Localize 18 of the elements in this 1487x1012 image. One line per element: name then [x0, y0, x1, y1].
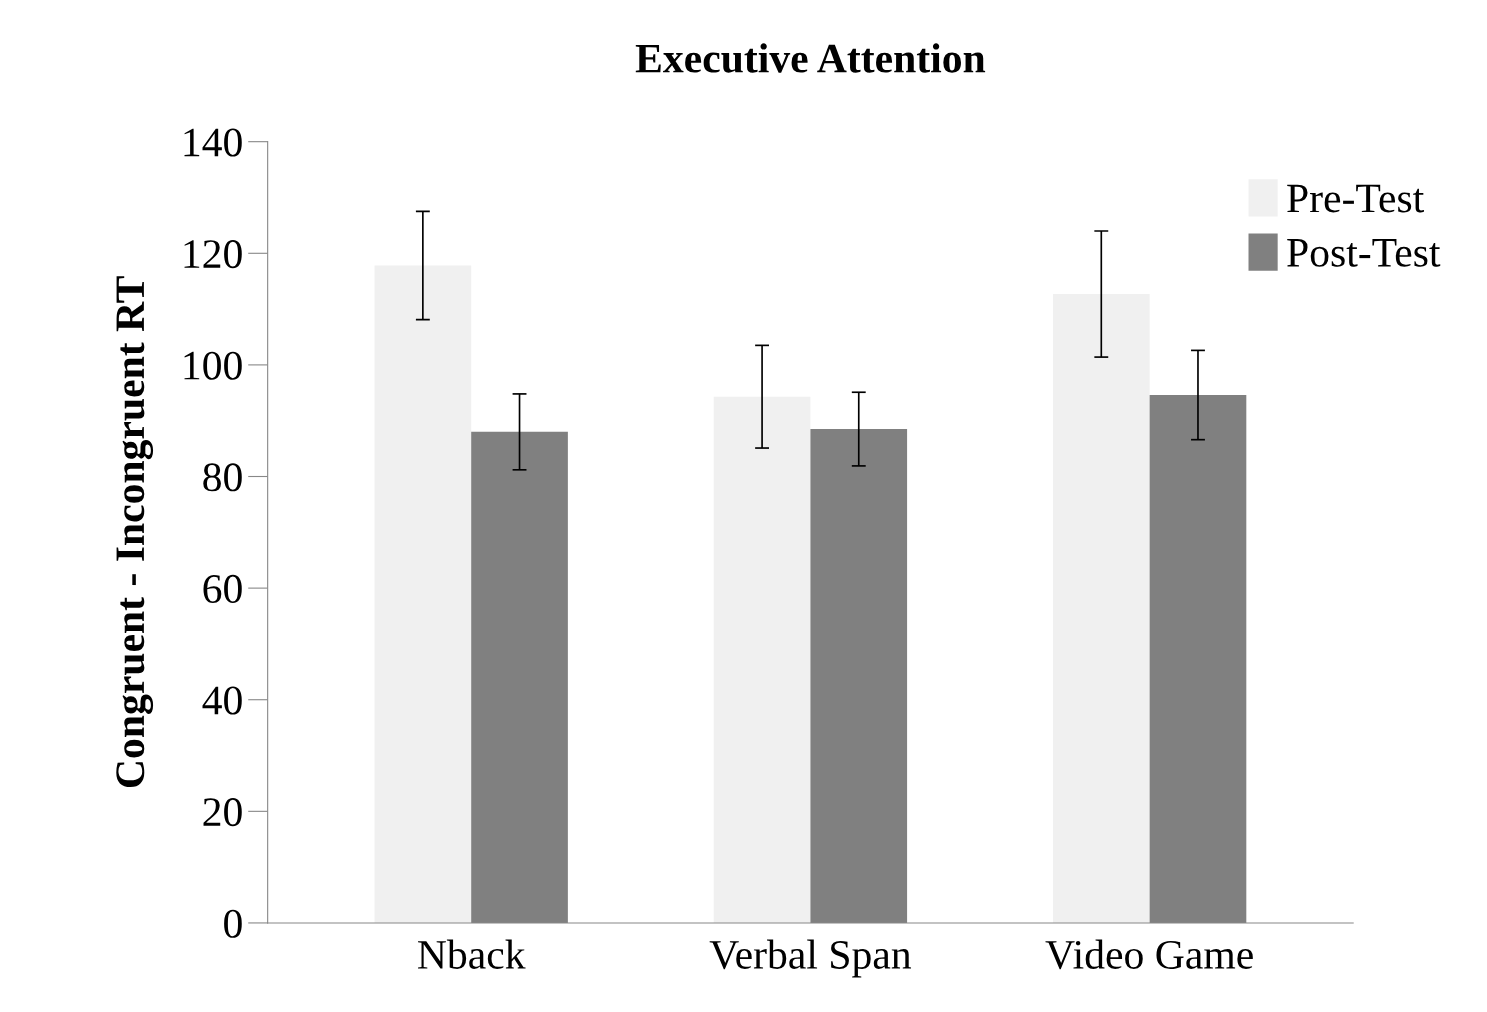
bar [713, 396, 811, 923]
y-tick-label: 20 [203, 798, 242, 827]
bar [374, 265, 472, 923]
bar [1052, 294, 1150, 923]
x-tick-label: Video Game [1045, 939, 1253, 970]
legend-label: Post-Test [1287, 239, 1441, 267]
y-tick-label: 40 [202, 686, 242, 715]
x-tick-label: Verbal Span [709, 939, 912, 978]
y-tick-label: 140 [184, 128, 242, 157]
y-tick-label: 100 [184, 351, 242, 380]
x-tick-label: Nback [418, 939, 526, 969]
y-tick-label: 120 [184, 240, 242, 269]
chart-title: Executive Attention [635, 43, 986, 73]
y-tick-label: 80 [203, 463, 242, 492]
y-tick-label: 60 [203, 574, 242, 603]
legend-label: Pre-Test [1287, 184, 1425, 213]
y-tick-label: 0 [224, 909, 242, 938]
y-axis-title: Congruent - Incongruent RT [116, 276, 154, 788]
